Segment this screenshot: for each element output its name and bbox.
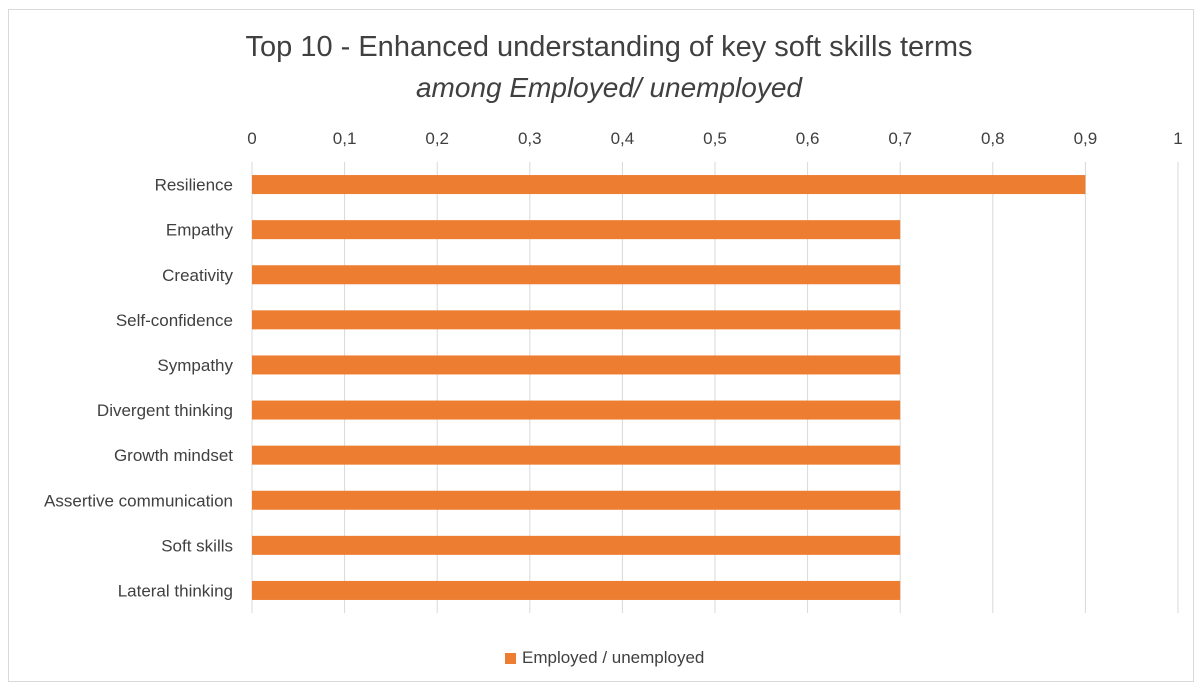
chart-title: Top 10 - Enhanced understanding of key s…	[245, 31, 973, 63]
chart-subtitle: among Employed/ unemployed	[415, 72, 802, 103]
category-label: Soft skills	[161, 536, 233, 555]
legend-swatch	[505, 652, 516, 664]
legend-label: Employed / unemployed	[522, 648, 705, 667]
category-label: Self-confidence	[116, 311, 233, 330]
x-tick-label: 0,5	[703, 129, 727, 148]
bar	[252, 355, 901, 375]
x-tick-label: 1	[1173, 129, 1182, 148]
x-tick-label: 0,7	[888, 129, 912, 148]
x-tick-label: 0	[247, 129, 256, 148]
category-label: Lateral thinking	[118, 581, 233, 600]
bar	[252, 265, 901, 285]
category-label: Growth mindset	[114, 446, 233, 465]
bar	[252, 580, 901, 600]
x-tick-label: 0,9	[1074, 129, 1098, 148]
category-label: Divergent thinking	[97, 401, 233, 420]
legend: Employed / unemployed	[505, 647, 704, 669]
bar	[252, 400, 901, 420]
category-label: Creativity	[162, 266, 233, 285]
bar	[252, 220, 901, 240]
x-tick-label: 0,2	[425, 129, 449, 148]
bar	[252, 490, 901, 510]
x-tick-label: 0,1	[333, 129, 357, 148]
x-tick-label: 0,8	[981, 129, 1005, 148]
bar	[252, 535, 901, 555]
chart-area	[8, 9, 1194, 682]
category-label: Sympathy	[157, 356, 233, 375]
category-label: Resilience	[155, 176, 233, 195]
x-tick-label: 0,6	[796, 129, 820, 148]
x-tick-label: 0,3	[518, 129, 542, 148]
category-label: Assertive communication	[44, 491, 233, 510]
category-label: Empathy	[166, 221, 234, 240]
bar	[252, 445, 901, 465]
x-tick-label: 0,4	[611, 129, 635, 148]
bar	[252, 175, 1086, 195]
bar	[252, 310, 901, 330]
